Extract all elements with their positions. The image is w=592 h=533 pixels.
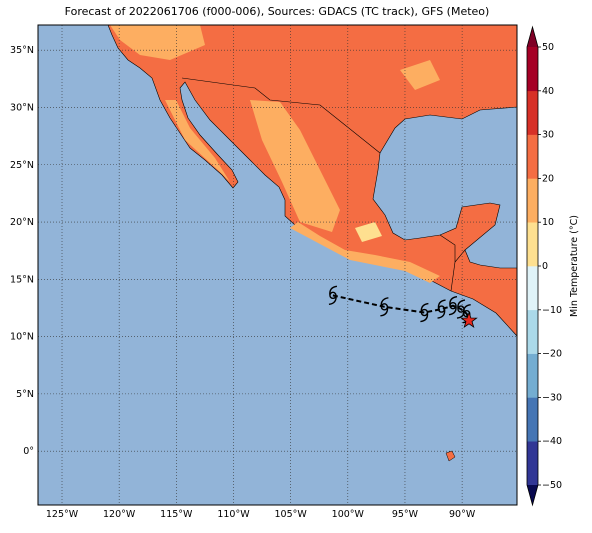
storm-symbol: [420, 302, 429, 323]
galapagos: [445, 450, 456, 462]
colorbar-tick-label: 0: [542, 261, 548, 272]
map-frame: [37, 24, 518, 506]
y-tick-label: 15°N: [10, 274, 34, 285]
y-tick-label: 30°N: [10, 102, 34, 113]
colorbar: −50 −40 −30 −20 −10 0 10 20 30 40 50 Min Temperatur…: [526, 25, 580, 507]
colorbar-tick-label: −10: [542, 305, 562, 316]
colorbar-tick-label: −20: [542, 349, 562, 360]
colorbar-tick-label: 10: [542, 217, 554, 228]
colorbar-bin: [527, 441, 538, 486]
colorbar-bin: [527, 397, 538, 442]
track-line: [332, 294, 470, 321]
colorbar-bin: [527, 47, 538, 92]
colorbar-extend-low: [527, 485, 538, 505]
current-position: [460, 311, 478, 328]
x-tick-label: 100°W: [332, 509, 365, 520]
x-tick-label: 105°W: [275, 509, 308, 520]
colorbar-tick-label: 50: [542, 42, 554, 53]
colorbar-bin: [527, 309, 538, 354]
colorbar-bin: [527, 266, 538, 311]
map-title: Forecast of 2022061706 (f000-006), Sourc…: [65, 5, 490, 18]
x-tick-label: 95°W: [392, 509, 419, 520]
y-tick-label: 10°N: [10, 332, 34, 343]
border: [181, 77, 466, 292]
graticule: [38, 25, 517, 505]
y-tick-label: 20°N: [10, 217, 34, 228]
track: [328, 285, 478, 328]
x-tick-label: 90°W: [449, 509, 476, 520]
colorbar-tick-label: 40: [542, 86, 554, 97]
colorbar-bin: [527, 90, 538, 135]
colorbar-tick-label: −50: [542, 480, 562, 491]
storm-symbol: [448, 295, 458, 316]
axis-labels: 125°W 120°W 115°W 110°W 105°W 100°W 95°W 90°W 0°…: [10, 45, 476, 520]
colorbar-extend-high: [527, 27, 538, 47]
storm-symbol: [437, 299, 446, 319]
colorbar-tick-label: −30: [542, 392, 562, 403]
colorbar-bin: [527, 178, 538, 223]
y-tick-label: 5°N: [16, 389, 34, 400]
y-tick-label: 25°N: [10, 160, 34, 171]
storm-symbol: [328, 285, 338, 306]
x-tick-label: 110°W: [217, 509, 250, 520]
x-tick-label: 125°W: [46, 509, 79, 520]
x-tick-label: 120°W: [103, 509, 136, 520]
colorbar-bin: [527, 222, 538, 267]
colorbar-tick-label: 20: [542, 173, 554, 184]
mild-zone: [110, 25, 440, 283]
x-tick-label: 115°W: [160, 509, 193, 520]
y-tick-label: 35°N: [10, 45, 34, 56]
colorbar-label: Min Temperature (°C): [569, 215, 580, 317]
storm-symbol: [380, 297, 389, 317]
cool-zone: [355, 222, 382, 242]
map-area: [38, 25, 517, 505]
y-tick-label: 0°: [23, 446, 34, 457]
colorbar-bin: [527, 134, 538, 179]
colorbar-tick-label: −40: [542, 436, 562, 447]
colorbar-tick-label: 30: [542, 130, 554, 141]
colorbar-bin: [527, 353, 538, 398]
